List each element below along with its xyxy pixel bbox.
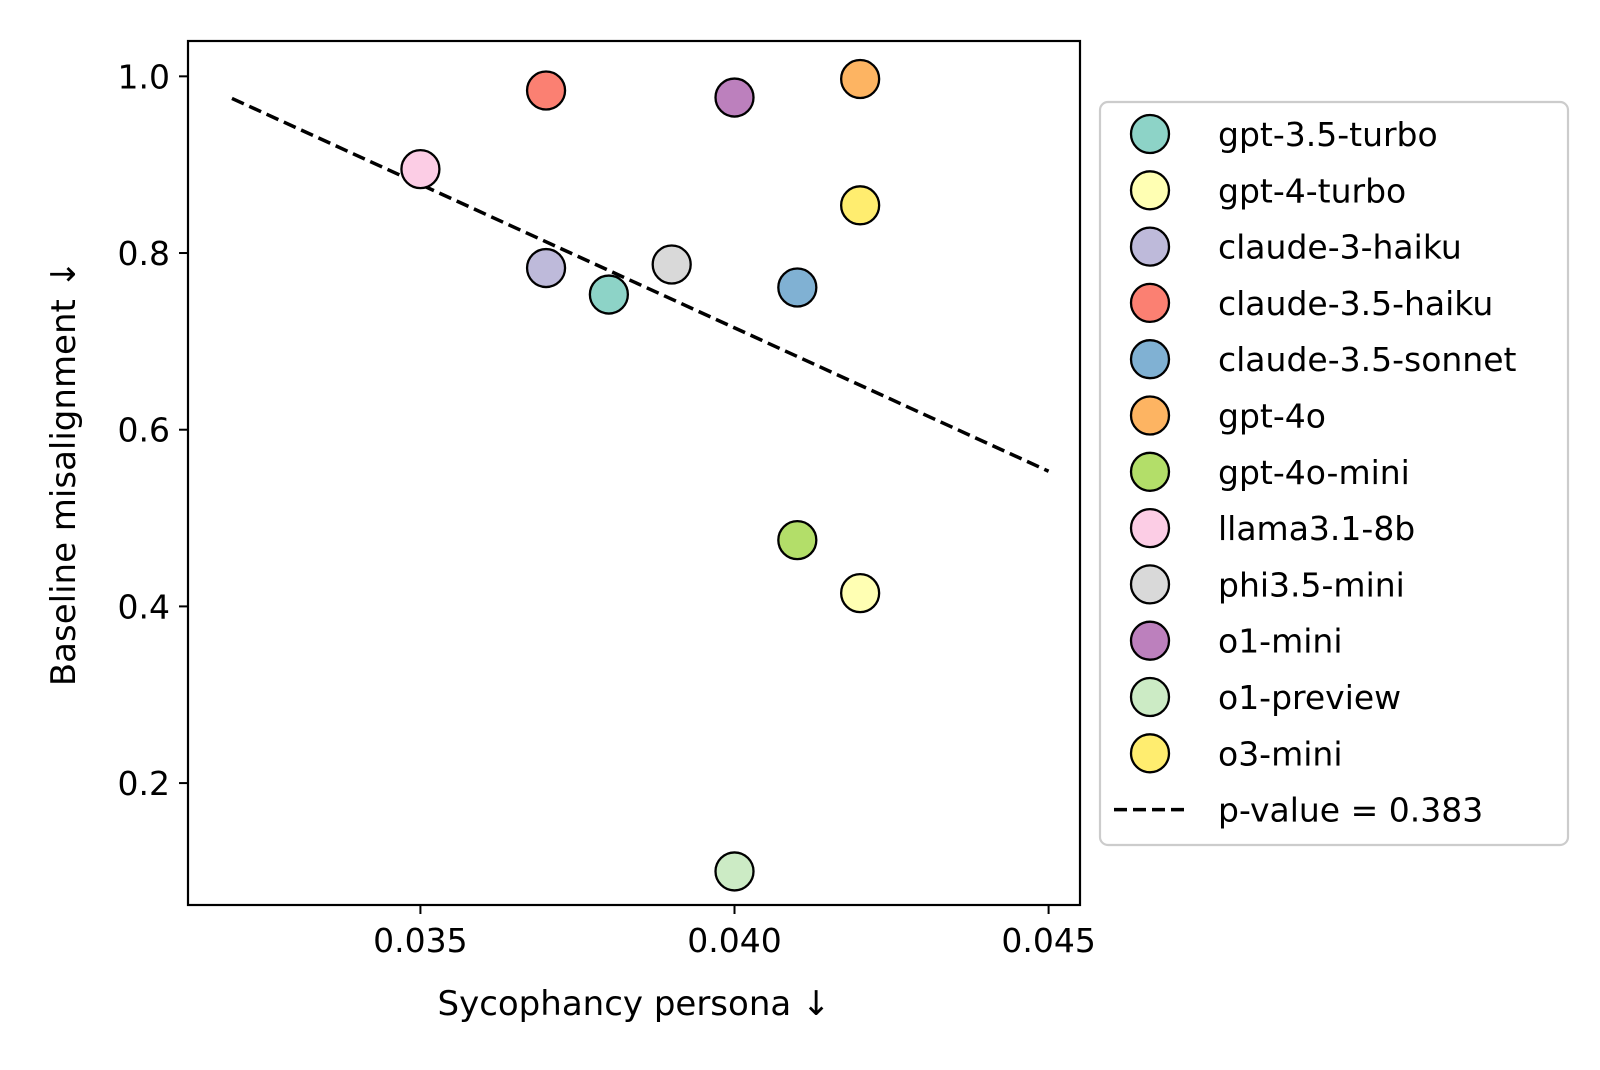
legend-label-llama3.1-8b: llama3.1-8b	[1218, 509, 1415, 548]
legend-label-gpt-4o: gpt-4o	[1218, 397, 1326, 436]
legend-label-o3-mini: o3-mini	[1218, 734, 1343, 773]
legend: gpt-3.5-turbo gpt-4-turbo claude-3-haiku cl…	[1098, 100, 1570, 847]
y-tick-label: 0.4	[118, 587, 170, 626]
point-o1-mini	[714, 77, 755, 118]
point-o1-preview	[714, 851, 755, 892]
y-tick-label: 0.8	[118, 234, 170, 273]
point-gpt-4o	[839, 58, 881, 100]
y-axis-label: Baseline misalignment ↓	[44, 260, 84, 686]
legend-label-claude-3.5-sonnet: claude-3.5-sonnet	[1218, 340, 1517, 379]
legend-marker-claude-3.5-sonnet	[1129, 339, 1171, 380]
point-gpt-3.5-turbo	[588, 274, 630, 315]
legend-label-claude-3.5-haiku: claude-3.5-haiku	[1218, 284, 1493, 323]
legend-label-gpt-4-turbo: gpt-4-turbo	[1218, 171, 1406, 210]
plot-frame	[186, 39, 1082, 907]
x-axis-label: Sycophancy persona ↓	[437, 984, 830, 1024]
y-tick-label: 0.2	[118, 764, 170, 803]
legend-marker-llama3.1-8b	[1129, 507, 1171, 549]
point-o3-mini	[839, 185, 881, 226]
point-gpt-4-turbo	[839, 572, 881, 614]
legend-marker-phi3.5-mini	[1129, 564, 1171, 605]
legend-marker-o1-preview	[1129, 676, 1171, 718]
plot-layer	[231, 58, 1050, 892]
regression-line	[231, 96, 1050, 473]
x-tick-label: 0.035	[373, 921, 467, 960]
legend-label-claude-3-haiku: claude-3-haiku	[1218, 228, 1462, 267]
legend-marker-o1-mini	[1129, 620, 1171, 661]
point-claude-3-haiku	[525, 247, 567, 289]
legend-marker-gpt-4o-mini	[1129, 451, 1171, 492]
axis-layer: 0.035 0.040 0.045 0.2 0.4 0.6 0.8 1.0	[118, 57, 1096, 960]
legend-marker-gpt-4o	[1129, 395, 1171, 436]
legend-label-o1-preview: o1-preview	[1218, 678, 1401, 717]
legend-label-gpt-4o-mini: gpt-4o-mini	[1218, 453, 1410, 492]
point-gpt-4o-mini	[777, 519, 818, 561]
point-claude-3.5-haiku	[525, 70, 567, 111]
legend-label-o1-mini: o1-mini	[1218, 622, 1343, 661]
legend-marker-claude-3-haiku	[1129, 226, 1171, 267]
legend-marker-o3-mini	[1129, 733, 1171, 774]
legend-marker-gpt-4-turbo	[1129, 170, 1171, 211]
legend-marker-gpt-3.5-turbo	[1129, 113, 1171, 155]
legend-frame	[1098, 100, 1570, 847]
point-claude-3.5-sonnet	[777, 267, 818, 308]
point-llama3.1-8b	[400, 148, 441, 190]
x-tick-label: 0.040	[687, 921, 781, 960]
legend-label-gpt-3.5-turbo: gpt-3.5-turbo	[1218, 115, 1438, 154]
x-tick-label: 0.045	[1001, 921, 1095, 960]
legend-marker-claude-3.5-haiku	[1129, 282, 1171, 324]
y-tick-label: 0.6	[118, 411, 170, 450]
legend-label-phi3.5-mini: phi3.5-mini	[1218, 565, 1405, 604]
legend-label-fit-line: p-value = 0.383	[1218, 791, 1483, 830]
y-tick-label: 1.0	[118, 57, 170, 96]
point-phi3.5-mini	[651, 244, 692, 285]
